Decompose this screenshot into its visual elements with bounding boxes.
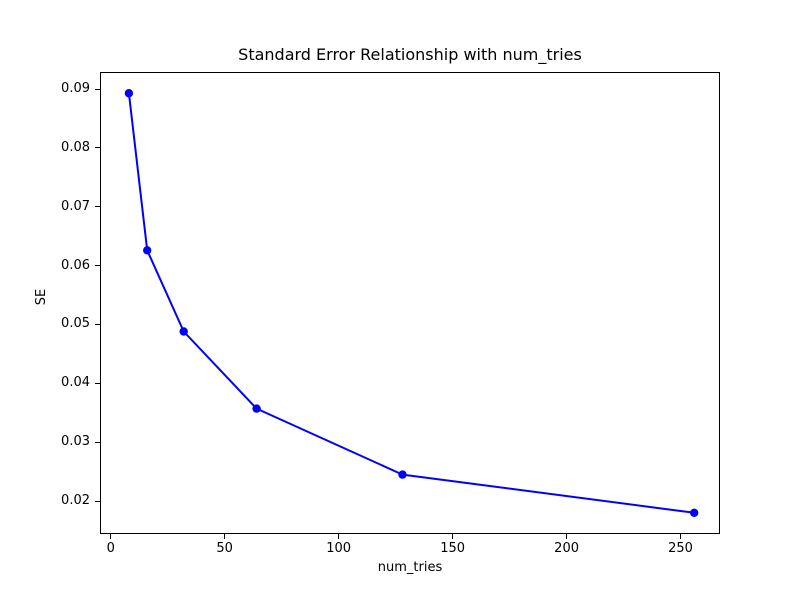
x-tick-label: 250: [668, 541, 693, 556]
x-tick-mark: [224, 534, 226, 539]
x-tick-mark: [110, 534, 112, 539]
y-tick-mark: [95, 441, 100, 443]
y-tick-mark: [95, 382, 100, 384]
y-tick-label: 0.07: [61, 198, 90, 214]
y-tick-mark: [95, 147, 100, 149]
data-point-marker: [398, 470, 407, 479]
chart-title: Standard Error Relationship with num_tri…: [238, 45, 582, 64]
x-tick-mark: [338, 534, 340, 539]
y-tick-label: 0.02: [61, 493, 90, 509]
data-point-marker: [124, 89, 134, 98]
y-tick-label: 0.03: [61, 434, 90, 450]
y-tick-mark: [95, 206, 100, 208]
y-tick-mark: [95, 88, 100, 90]
y-tick-label: 0.05: [61, 316, 90, 332]
line-chart-canvas: [124, 89, 699, 517]
x-tick-mark: [566, 534, 568, 539]
x-tick-label: 100: [326, 541, 352, 556]
x-tick-label: 200: [554, 541, 579, 556]
y-tick-mark: [95, 323, 100, 325]
data-point-marker: [179, 327, 188, 336]
y-tick-mark: [95, 265, 100, 267]
y-axis-label: SE: [34, 288, 49, 306]
x-tick-label: 150: [440, 541, 466, 556]
data-point-marker: [252, 404, 261, 413]
data-point-marker: [690, 508, 699, 517]
x-tick-mark: [680, 534, 682, 539]
y-tick-label: 0.09: [61, 81, 90, 97]
y-tick-label: 0.06: [61, 257, 90, 273]
y-tick-label: 0.08: [61, 139, 90, 155]
y-tick-label: 0.04: [61, 375, 90, 391]
x-axis-label: num_tries: [377, 560, 443, 575]
x-tick-label: 0: [106, 541, 115, 556]
x-tick-label: 50: [216, 541, 233, 556]
plot-area: [100, 72, 720, 534]
x-tick-mark: [452, 534, 454, 539]
data-point-marker: [143, 246, 152, 255]
y-tick-mark: [95, 500, 100, 502]
se-line-series: [127, 93, 695, 514]
